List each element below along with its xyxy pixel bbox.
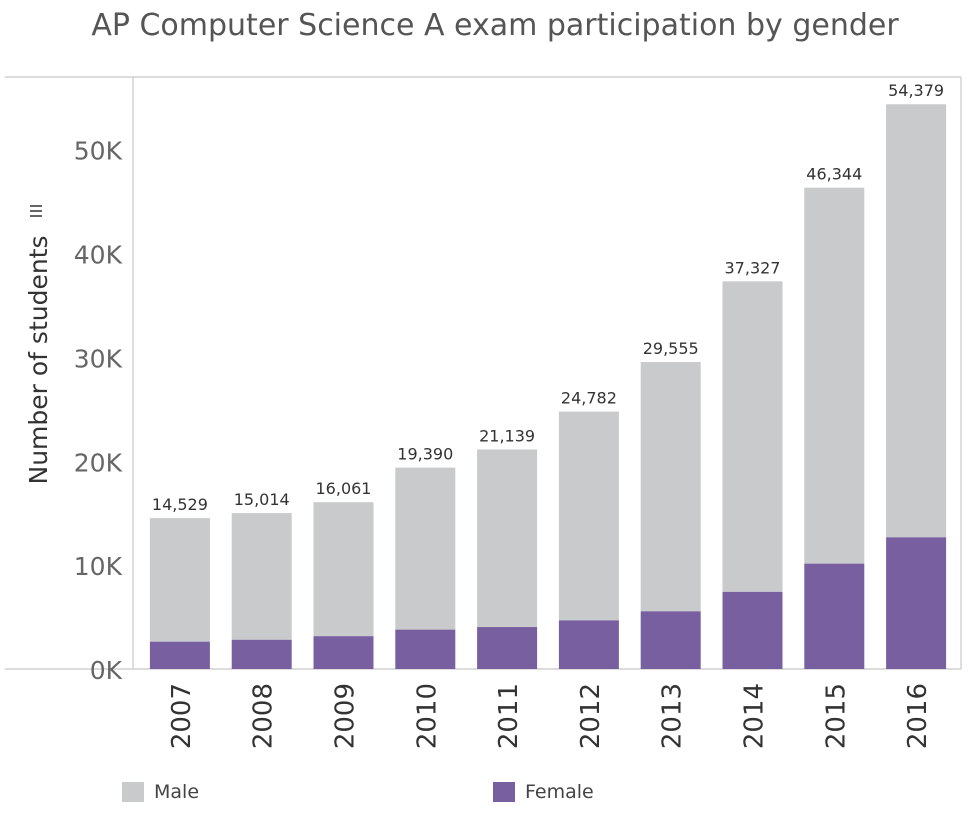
total-label-2008: 15,014 (234, 490, 290, 509)
total-label-2011: 21,139 (479, 426, 535, 445)
total-label-2013: 29,555 (643, 339, 699, 358)
legend-item-male[interactable]: Male (122, 780, 199, 804)
bar-female-2010[interactable] (395, 629, 456, 669)
total-label-2014: 37,327 (725, 258, 781, 277)
x-tick-label-2008: 2008 (249, 683, 279, 749)
total-label-2016: 54,379 (888, 81, 944, 100)
x-tick-label-2007: 2007 (167, 683, 197, 749)
bar-female-2013[interactable] (640, 611, 701, 669)
y-tick-label: 20K (74, 448, 123, 477)
bar-male-2012[interactable] (558, 411, 619, 621)
x-tick-label-2013: 2013 (658, 683, 688, 749)
x-tick-label-2011: 2011 (494, 683, 524, 749)
x-tick-label-2015: 2015 (821, 683, 851, 749)
x-tick-label-2010: 2010 (412, 683, 442, 749)
bar-female-2009[interactable] (313, 636, 374, 669)
x-tick-label-2012: 2012 (576, 683, 606, 749)
total-label-2010: 19,390 (397, 445, 453, 464)
stacked-bar-chart: 14,529 15,014 16,061 19,390 21,139 24,782 29,5… (5, 76, 962, 749)
bar-female-2014[interactable] (722, 591, 783, 669)
total-label-2015: 46,344 (806, 165, 862, 184)
bar-female-2016[interactable] (886, 537, 947, 669)
total-label-2012: 24,782 (561, 389, 617, 408)
x-tick-label-2016: 2016 (903, 683, 933, 749)
bar-female-2012[interactable] (558, 620, 619, 669)
bar-female-2015[interactable] (804, 563, 865, 669)
x-tick-label-2014: 2014 (740, 683, 770, 749)
y-tick-label: 10K (74, 552, 123, 581)
y-tick-label: 50K (74, 137, 123, 166)
bar-male-2009[interactable] (313, 502, 374, 637)
bar-male-2013[interactable] (640, 362, 701, 612)
x-tick-label-2009: 2009 (331, 683, 361, 749)
legend-label-female: Female (525, 781, 594, 803)
legend-item-female[interactable]: Female (493, 780, 594, 804)
bar-male-2016[interactable] (886, 104, 947, 538)
y-tick-label: 0K (90, 656, 123, 685)
bar-male-2014[interactable] (722, 281, 783, 592)
female-swatch (493, 782, 515, 802)
bar-male-2007[interactable] (149, 518, 210, 642)
bar-male-2011[interactable] (477, 449, 538, 628)
sort-icon[interactable] (30, 205, 42, 217)
bar-female-2011[interactable] (477, 627, 538, 669)
chart-title: AP Computer Science A exam participation… (91, 8, 899, 43)
bar-female-2008[interactable] (231, 639, 292, 669)
y-tick-label: 30K (74, 344, 123, 373)
y-axis-label: Number of students (24, 235, 53, 484)
male-swatch (122, 782, 144, 802)
bar-male-2008[interactable] (231, 513, 292, 640)
y-tick-label: 40K (74, 241, 123, 270)
total-label-2007: 14,529 (152, 495, 208, 514)
bar-male-2010[interactable] (395, 467, 456, 630)
bar-male-2015[interactable] (804, 187, 865, 564)
legend-label-male: Male (154, 781, 200, 803)
total-label-2009: 16,061 (316, 479, 372, 498)
bar-female-2007[interactable] (149, 641, 210, 669)
